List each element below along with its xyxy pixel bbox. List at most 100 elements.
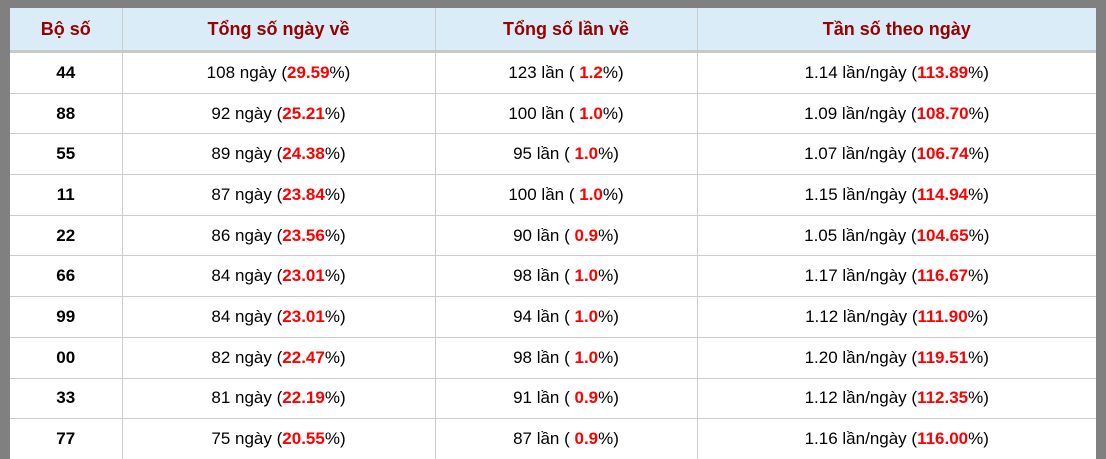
times-suffix: %) — [598, 306, 619, 326]
times-cell: 87 lần ( 0.9%) — [434, 418, 697, 459]
days-percent: 23.84 — [282, 184, 325, 204]
days-suffix: %) — [324, 306, 346, 326]
frequency-percent: 108.70 — [916, 103, 969, 123]
days-text: 108 ngày ( — [206, 62, 287, 82]
days-text: 87 ngày ( — [211, 184, 283, 204]
frequency-percent: 114.94 — [917, 184, 969, 204]
days-suffix: %) — [324, 347, 346, 367]
days-text: 84 ngày ( — [211, 306, 283, 326]
frequency-cell: 1.12 lần/ngày (111.90%) — [696, 296, 1096, 338]
times-text: 100 lần ( — [508, 184, 580, 204]
table-body: 44 108 ngày (29.59%) 123 lần ( 1.2%) 1.1… — [10, 51, 1096, 459]
days-suffix: %) — [324, 144, 346, 164]
frequency-suffix: %) — [967, 306, 989, 326]
pair-cell: 55 — [10, 133, 122, 175]
days-percent: 24.38 — [282, 144, 325, 164]
frequency-percent: 111.90 — [917, 306, 968, 326]
times-suffix: %) — [598, 347, 619, 367]
frequency-suffix: %) — [968, 62, 989, 82]
times-text: 94 lần ( — [513, 306, 575, 326]
times-percent: 1.0 — [574, 347, 599, 367]
times-text: 98 lần ( — [513, 347, 575, 367]
days-percent: 23.01 — [282, 266, 325, 286]
frequency-percent: 104.65 — [916, 225, 969, 245]
frequency-text: 1.17 lần/ngày ( — [804, 266, 918, 286]
frequency-cell: 1.16 lần/ngày (116.00%) — [696, 418, 1096, 459]
pair-cell: 33 — [10, 377, 122, 419]
times-suffix: %) — [598, 429, 619, 449]
frequency-cell: 1.17 lần/ngày (116.67%) — [696, 255, 1096, 297]
lottery-pair-statistics-table: Bộ số Tổng số ngày về Tổng số lần về Tần… — [10, 8, 1096, 459]
frequency-cell: 1.20 lần/ngày (119.51%) — [696, 336, 1096, 378]
column-header-pair: Bộ số — [10, 8, 122, 53]
frequency-text: 1.12 lần/ngày ( — [804, 388, 918, 408]
pair-cell: 00 — [10, 336, 122, 378]
pair-cell: 11 — [10, 174, 122, 216]
times-percent: 1.0 — [579, 103, 603, 123]
days-text: 84 ngày ( — [211, 266, 283, 286]
times-text: 90 lần ( — [513, 225, 575, 245]
frequency-text: 1.05 lần/ngày ( — [804, 225, 917, 245]
pair-cell: 44 — [10, 51, 122, 94]
days-cell: 82 ngày (22.47%) — [121, 336, 435, 378]
frequency-suffix: %) — [968, 103, 990, 123]
times-suffix: %) — [602, 62, 624, 82]
days-percent: 22.47 — [282, 347, 325, 367]
pair-cell: 66 — [10, 255, 122, 297]
days-percent: 23.01 — [282, 306, 325, 326]
times-suffix: %) — [598, 388, 619, 408]
times-text: 123 lần ( — [508, 62, 580, 82]
times-suffix: %) — [602, 184, 624, 204]
days-cell: 89 ngày (24.38%) — [121, 133, 435, 175]
pair-value: 55 — [56, 144, 76, 164]
frequency-suffix: %) — [968, 225, 990, 245]
days-suffix: %) — [329, 62, 351, 82]
days-text: 81 ngày ( — [211, 388, 283, 408]
times-percent: 0.9 — [574, 429, 599, 449]
times-cell: 98 lần ( 1.0%) — [434, 336, 697, 378]
days-suffix: %) — [324, 266, 346, 286]
frequency-percent: 119.51 — [917, 347, 969, 367]
times-text: 100 lần ( — [508, 103, 580, 123]
table-header-row: Bộ số Tổng số ngày về Tổng số lần về Tần… — [10, 8, 1096, 53]
times-percent: 1.0 — [574, 144, 599, 164]
times-cell: 100 lần ( 1.0%) — [434, 174, 697, 216]
pair-value: 00 — [56, 347, 76, 367]
times-cell: 91 lần ( 0.9%) — [434, 377, 697, 419]
statistics-table-frame: Bộ số Tổng số ngày về Tổng số lần về Tần… — [10, 8, 1096, 459]
days-percent: 22.19 — [282, 388, 325, 408]
days-percent: 25.21 — [282, 103, 325, 123]
frequency-suffix: %) — [968, 429, 989, 449]
frequency-text: 1.14 lần/ngày ( — [804, 62, 918, 82]
table-row: 11 87 ngày (23.84%) 100 lần ( 1.0%) 1.15… — [10, 174, 1096, 216]
frequency-percent: 116.67 — [917, 266, 969, 286]
frequency-text: 1.12 lần/ngày ( — [805, 306, 918, 326]
pair-cell: 99 — [10, 296, 122, 338]
pair-value: 66 — [56, 266, 76, 286]
times-cell: 100 lần ( 1.0%) — [434, 92, 697, 134]
column-header-days: Tổng số ngày về — [121, 8, 435, 53]
times-percent: 1.0 — [579, 184, 603, 204]
times-text: 91 lần ( — [513, 388, 575, 408]
days-text: 89 ngày ( — [211, 144, 283, 164]
times-percent: 0.9 — [574, 225, 599, 245]
days-cell: 87 ngày (23.84%) — [121, 174, 435, 216]
frequency-percent: 116.00 — [917, 429, 969, 449]
times-percent: 0.9 — [574, 388, 599, 408]
table-row: 99 84 ngày (23.01%) 94 lần ( 1.0%) 1.12 … — [10, 296, 1096, 338]
table-row: 00 82 ngày (22.47%) 98 lần ( 1.0%) 1.20 … — [10, 336, 1096, 378]
times-text: 87 lần ( — [513, 429, 575, 449]
table-row: 55 89 ngày (24.38%) 95 lần ( 1.0%) 1.07 … — [10, 133, 1096, 175]
frequency-cell: 1.05 lần/ngày (104.65%) — [696, 214, 1096, 256]
frequency-suffix: %) — [968, 144, 990, 164]
frequency-percent: 113.89 — [917, 62, 969, 82]
days-cell: 84 ngày (23.01%) — [121, 296, 435, 338]
days-percent: 23.56 — [282, 225, 325, 245]
column-header-times: Tổng số lần về — [434, 8, 697, 53]
pair-value: 22 — [56, 225, 76, 245]
frequency-cell: 1.12 lần/ngày (112.35%) — [696, 377, 1096, 419]
days-text: 82 ngày ( — [211, 347, 283, 367]
times-cell: 123 lần ( 1.2%) — [434, 51, 697, 94]
pair-value: 11 — [56, 184, 75, 204]
times-text: 95 lần ( — [513, 144, 575, 164]
